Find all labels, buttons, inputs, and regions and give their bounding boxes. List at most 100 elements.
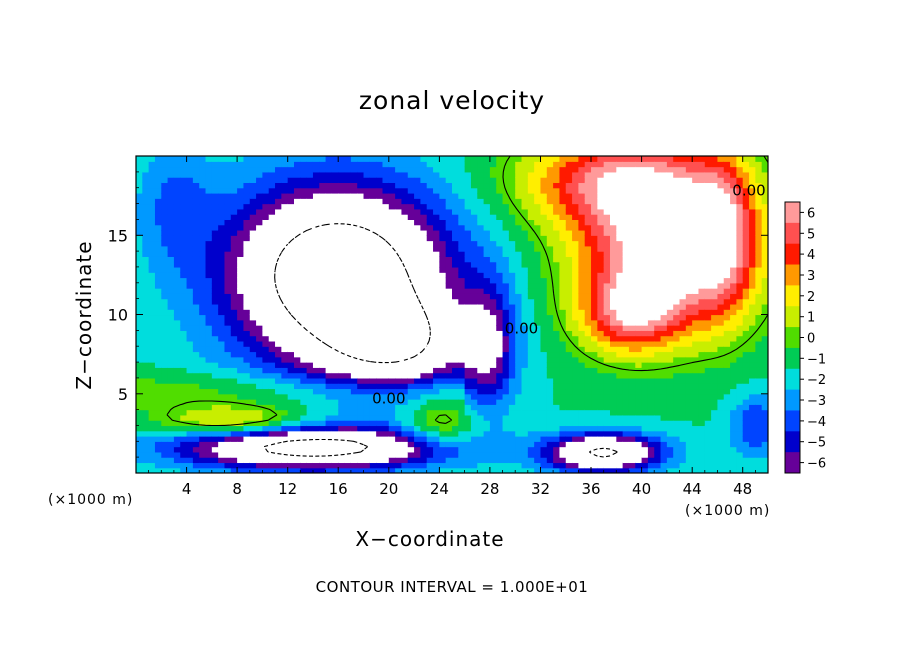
- heatmap-cell: [173, 293, 181, 300]
- heatmap-cell: [306, 219, 314, 226]
- heatmap-cell: [395, 182, 403, 189]
- heatmap-cell: [218, 367, 226, 374]
- heatmap-cell: [237, 377, 245, 384]
- heatmap-cell: [508, 372, 516, 379]
- heatmap-cell: [161, 282, 169, 289]
- heatmap-cell: [287, 298, 295, 305]
- heatmap-cell: [256, 377, 263, 384]
- heatmap-cell: [395, 224, 403, 231]
- heatmap-cell: [338, 298, 346, 305]
- heatmap-cell: [452, 467, 459, 473]
- heatmap-cell: [647, 446, 655, 453]
- heatmap-cell: [407, 356, 415, 363]
- heatmap-cell: [186, 282, 194, 289]
- heatmap-cell: [224, 214, 232, 220]
- heatmap-cell: [527, 420, 535, 427]
- heatmap-cell: [180, 277, 188, 284]
- heatmap-cell: [312, 282, 320, 289]
- heatmap-cell: [338, 235, 346, 242]
- heatmap-cell: [369, 425, 377, 432]
- heatmap-cell: [369, 277, 377, 284]
- heatmap-cell: [641, 399, 649, 405]
- heatmap-cell: [338, 362, 346, 368]
- heatmap-cell: [388, 351, 396, 358]
- heatmap-cell: [616, 319, 624, 326]
- heatmap-cell: [521, 256, 529, 263]
- heatmap-cell: [173, 325, 181, 331]
- heatmap-cell: [647, 346, 655, 353]
- heatmap-cell: [211, 383, 219, 390]
- heatmap-cell: [641, 166, 649, 173]
- heatmap-cell: [205, 377, 213, 384]
- heatmap-cell: [445, 161, 453, 168]
- heatmap-cell: [363, 203, 371, 210]
- heatmap-cell: [445, 266, 453, 273]
- heatmap-cell: [237, 399, 245, 405]
- heatmap-cell: [211, 340, 219, 347]
- heatmap-cell: [300, 430, 308, 437]
- heatmap-cell: [306, 409, 314, 416]
- heatmap-cell: [647, 261, 655, 268]
- heatmap-cell: [433, 409, 440, 416]
- heatmap-cell: [331, 245, 339, 252]
- heatmap-cell: [376, 251, 384, 257]
- heatmap-cell: [477, 362, 485, 368]
- heatmap-cell: [338, 198, 346, 205]
- heatmap-cell: [262, 441, 270, 448]
- heatmap-cell: [521, 325, 529, 331]
- heatmap-cell: [527, 340, 535, 347]
- heatmap-cell: [635, 388, 643, 395]
- heatmap-cell: [395, 187, 403, 194]
- heatmap-cell: [218, 414, 226, 421]
- heatmap-cell: [496, 462, 504, 469]
- heatmap-cell: [597, 462, 605, 469]
- heatmap-cell: [489, 383, 497, 390]
- heatmap-cell: [647, 430, 655, 437]
- heatmap-cell: [635, 182, 643, 189]
- heatmap-cell: [527, 256, 535, 263]
- heatmap-cell: [275, 277, 282, 284]
- heatmap-cell: [218, 298, 226, 305]
- heatmap-cell: [306, 229, 314, 236]
- heatmap-cell: [464, 362, 472, 368]
- heatmap-cell: [483, 161, 491, 168]
- heatmap-cell: [243, 393, 251, 400]
- heatmap-cell: [426, 451, 434, 458]
- heatmap-cell: [350, 198, 358, 205]
- heatmap-cell: [483, 288, 491, 294]
- heatmap-cell: [136, 266, 143, 273]
- heatmap-cell: [167, 288, 175, 294]
- heatmap-cell: [439, 277, 447, 284]
- heatmap-cell: [635, 203, 643, 210]
- heatmap-cell: [319, 414, 327, 421]
- heatmap-cell: [388, 325, 396, 331]
- heatmap-cell: [154, 430, 162, 437]
- heatmap-cell: [199, 420, 207, 427]
- heatmap-cell: [376, 325, 384, 331]
- heatmap-cell: [420, 362, 428, 368]
- heatmap-cell: [433, 467, 440, 473]
- heatmap-cell: [508, 420, 516, 427]
- heatmap-cell: [161, 351, 169, 358]
- heatmap-cell: [173, 430, 181, 437]
- heatmap-cell: [433, 367, 440, 374]
- heatmap-cell: [275, 293, 282, 300]
- heatmap-cell: [230, 362, 238, 368]
- heatmap-cell: [186, 298, 194, 305]
- heatmap-cell: [256, 367, 263, 374]
- heatmap-cell: [331, 277, 339, 284]
- heatmap-cell: [205, 446, 213, 453]
- heatmap-cell: [584, 177, 592, 184]
- heatmap-cell: [628, 393, 636, 400]
- heatmap-cell: [275, 245, 282, 252]
- heatmap-cell: [306, 224, 314, 231]
- heatmap-cell: [350, 171, 358, 178]
- heatmap-cell: [401, 446, 409, 453]
- heatmap-cell: [464, 256, 472, 263]
- heatmap-cell: [294, 441, 301, 448]
- heatmap-cell: [610, 219, 617, 226]
- heatmap-cell: [597, 198, 605, 205]
- heatmap-cell: [142, 367, 150, 374]
- heatmap-cell: [565, 430, 573, 437]
- heatmap-cell: [173, 235, 181, 242]
